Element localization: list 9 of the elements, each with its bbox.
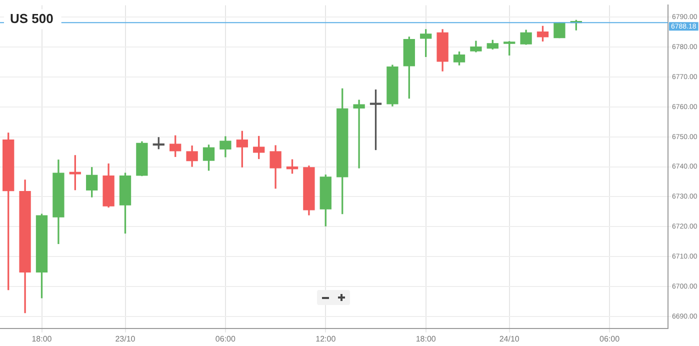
x-tick-label: 24/10 — [499, 334, 520, 344]
candlestick — [353, 100, 365, 168]
x-tick-label: 12:00 — [316, 334, 336, 344]
x-tick-label: 23/10 — [115, 334, 136, 344]
text: US 500 — [10, 10, 54, 26]
x-tick-label: 06:00 — [600, 334, 620, 344]
x-tick-label: 06:00 — [215, 334, 236, 344]
x-tick-label: 18:00 — [416, 334, 436, 344]
x-tick-label: 18:00 — [32, 334, 52, 344]
